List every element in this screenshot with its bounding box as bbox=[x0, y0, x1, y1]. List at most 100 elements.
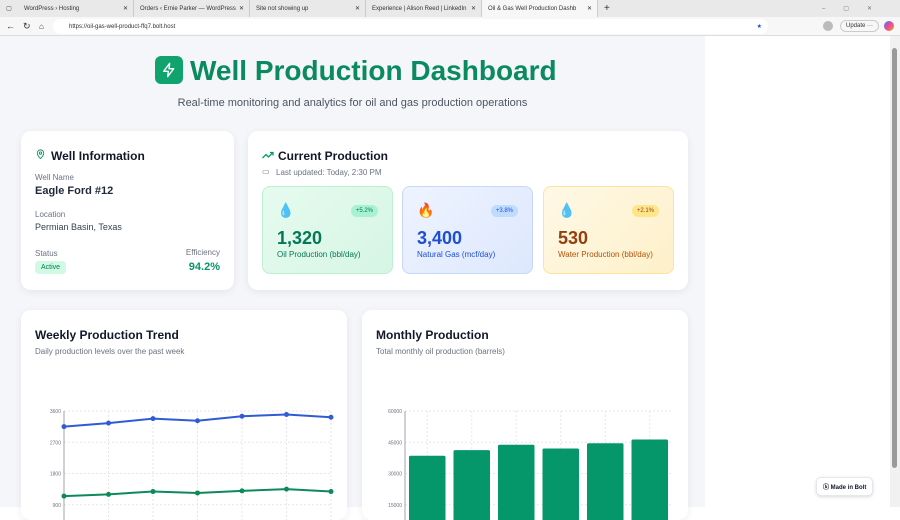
y-tick-label: 2700 bbox=[50, 440, 61, 446]
trending-up-icon bbox=[262, 150, 274, 160]
last-updated: Last updated: Today, 2:30 PM bbox=[276, 168, 382, 177]
metric-label: Water Production (bbl/day) bbox=[558, 250, 653, 259]
browser-tab-active[interactable]: Oil & Gas Well Production Dashb ✕ bbox=[482, 0, 598, 17]
back-icon[interactable]: ← bbox=[6, 21, 15, 31]
browser-tab[interactable]: WordPress › Hosting ✕ bbox=[18, 0, 134, 17]
y-tick-label: 45000 bbox=[388, 440, 402, 446]
tab-label: Oil & Gas Well Production Dashb bbox=[488, 6, 576, 12]
scrollbar-thumb[interactable] bbox=[892, 48, 897, 468]
y-tick-label: 15000 bbox=[388, 503, 402, 509]
data-point bbox=[284, 487, 289, 492]
refresh-icon[interactable]: ↻ bbox=[23, 21, 31, 32]
status-badge: Active bbox=[35, 261, 66, 274]
data-point bbox=[151, 416, 156, 421]
calendar-icon: ▭ bbox=[262, 167, 270, 176]
address-bar-row: ← ↻ ⌂ https://oil-gas-well-product-ffq7.… bbox=[0, 17, 900, 36]
current-production-card: Current Production ▭ Last updated: Today… bbox=[248, 131, 688, 290]
data-point bbox=[62, 494, 67, 499]
update-button[interactable]: Update ··· bbox=[840, 20, 879, 32]
close-icon[interactable]: ✕ bbox=[239, 5, 244, 12]
efficiency-value: 94.2% bbox=[189, 261, 220, 273]
scrollbar[interactable] bbox=[890, 36, 900, 507]
droplets-icon: 💧 bbox=[558, 202, 575, 219]
home-icon[interactable]: ⌂ bbox=[39, 22, 44, 31]
favorite-star-icon[interactable]: ★ bbox=[757, 23, 762, 30]
close-icon[interactable]: ✕ bbox=[123, 5, 128, 12]
tab-label: WordPress › Hosting bbox=[24, 6, 79, 12]
location-label: Location bbox=[35, 210, 65, 219]
data-point bbox=[240, 488, 245, 493]
page-title: Well Production Dashboard bbox=[190, 55, 557, 87]
data-point bbox=[240, 414, 245, 419]
metric-value: 3,400 bbox=[417, 228, 462, 249]
oil-metric-card: 💧 +5.2% 1,320 Oil Production (bbl/day) bbox=[262, 186, 393, 274]
data-point bbox=[284, 412, 289, 417]
card-title: Well Information bbox=[51, 149, 145, 163]
monthly-production-card: Monthly Production Total monthly oil pro… bbox=[362, 310, 688, 520]
bar bbox=[498, 445, 535, 520]
new-tab-button[interactable]: + bbox=[604, 3, 610, 14]
data-point bbox=[62, 424, 67, 429]
tab-label: Site not showing up bbox=[256, 6, 308, 12]
change-badge: +5.2% bbox=[351, 205, 378, 217]
water-metric-card: 💧 +2.1% 530 Water Production (bbl/day) bbox=[543, 186, 674, 274]
lightning-icon bbox=[155, 56, 183, 84]
url-text: https://oil-gas-well-product-ffq7.bolt.h… bbox=[69, 24, 175, 30]
y-tick-label: 900 bbox=[53, 503, 62, 509]
browser-tab[interactable]: Site not showing up ✕ bbox=[250, 0, 366, 17]
tab-actions-icon[interactable]: ▢ bbox=[0, 5, 18, 12]
window-controls[interactable]: –▢✕ bbox=[822, 5, 890, 12]
droplets-icon: 💧 bbox=[277, 202, 294, 219]
made-in-bolt-badge[interactable]: ⓑ Made in Bolt bbox=[816, 477, 873, 496]
location: Permian Basin, Texas bbox=[35, 222, 122, 232]
close-icon[interactable]: ✕ bbox=[587, 5, 592, 12]
side-panel: ⓑ Made in Bolt bbox=[705, 36, 890, 507]
card-title: Current Production bbox=[278, 149, 388, 163]
browser-tab[interactable]: Experience | Alison Reed | LinkedIn✕ bbox=[366, 0, 482, 17]
tab-bar: ▢ WordPress › Hosting ✕ Orders ‹ Ernie Pa… bbox=[0, 0, 900, 17]
made-in-label: Made in Bolt bbox=[831, 485, 867, 491]
y-tick-label: 30000 bbox=[388, 472, 402, 478]
y-tick-label: 3600 bbox=[50, 409, 61, 415]
metric-value: 1,320 bbox=[277, 228, 322, 249]
url-input[interactable]: https://oil-gas-well-product-ffq7.bolt.h… bbox=[53, 19, 768, 34]
weekly-trend-card: Weekly Production Trend Daily production… bbox=[21, 310, 347, 520]
update-label: Update bbox=[846, 23, 865, 29]
data-point bbox=[329, 489, 334, 494]
map-pin-icon bbox=[35, 148, 46, 160]
bar bbox=[587, 443, 624, 520]
close-icon[interactable]: ✕ bbox=[355, 5, 360, 12]
browser-tab[interactable]: Orders ‹ Ernie Parker — WordPress✕ bbox=[134, 0, 250, 17]
copilot-icon[interactable] bbox=[884, 21, 894, 31]
data-point bbox=[151, 489, 156, 494]
dashboard-page: Well Production Dashboard Real-time moni… bbox=[0, 36, 705, 507]
bar bbox=[409, 456, 446, 520]
bar-chart: 015000300004500060000 bbox=[362, 310, 688, 520]
metric-value: 530 bbox=[558, 228, 588, 249]
metric-label: Natural Gas (mcf/day) bbox=[417, 250, 495, 259]
bar bbox=[632, 440, 669, 520]
page-subtitle: Real-time monitoring and analytics for o… bbox=[0, 97, 705, 109]
data-point bbox=[329, 415, 334, 420]
close-icon[interactable]: ✕ bbox=[471, 5, 476, 12]
profile-avatar[interactable] bbox=[823, 21, 833, 31]
data-point bbox=[106, 492, 111, 497]
well-name: Eagle Ford #12 bbox=[35, 185, 113, 197]
y-tick-label: 1800 bbox=[50, 472, 61, 478]
bar bbox=[454, 450, 491, 520]
well-info-card: Well Information Well Name Eagle Ford #1… bbox=[21, 131, 234, 290]
flame-icon: 🔥 bbox=[417, 202, 434, 219]
data-point bbox=[106, 421, 111, 426]
line-chart: 0900180027003600 bbox=[21, 310, 347, 520]
data-point bbox=[195, 490, 200, 495]
y-tick-label: 60000 bbox=[388, 409, 402, 415]
status-label: Status bbox=[35, 249, 58, 258]
efficiency-label: Efficiency bbox=[186, 248, 220, 257]
data-point bbox=[195, 418, 200, 423]
change-badge: +3.8% bbox=[491, 205, 518, 217]
metric-label: Oil Production (bbl/day) bbox=[277, 250, 361, 259]
change-badge: +2.1% bbox=[632, 205, 659, 217]
tab-label: Orders ‹ Ernie Parker — WordPress bbox=[140, 6, 236, 12]
well-name-label: Well Name bbox=[35, 173, 74, 182]
bar bbox=[543, 449, 580, 520]
